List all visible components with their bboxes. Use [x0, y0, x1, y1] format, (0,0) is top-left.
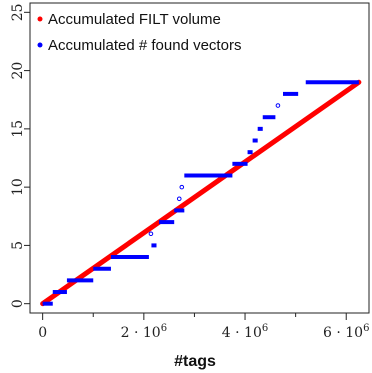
x-tick-label-3: 6 · 106: [323, 323, 369, 341]
axis-layer: 0 5 10 15 20 25 0 2 · 106 4 · 106 6 · 106: [10, 3, 369, 341]
legend-marker-found-vectors: [37, 42, 43, 48]
y-tick-label-5: 25: [10, 3, 26, 21]
y-tick-label-0: 0: [10, 299, 26, 308]
series-layer: [40, 79, 362, 307]
y-tick-label-1: 5: [10, 241, 26, 250]
x-axis-label: #tags: [174, 353, 216, 370]
found-vectors-point-2: [179, 184, 185, 190]
legend: Accumulated FILT volume Accumulated # fo…: [37, 11, 241, 54]
found-vectors-point-0: [148, 231, 154, 237]
x-tick-label-2: 4 · 106: [222, 323, 268, 341]
y-tick-label-3: 15: [10, 120, 26, 138]
y-tick-label-4: 20: [10, 62, 26, 80]
filt-volume-line: [40, 79, 362, 307]
plot-frame: [29, 2, 370, 314]
x-tick-label-0: 0: [38, 325, 47, 341]
x-tick-label-1: 2 · 106: [121, 323, 167, 341]
found-vectors-point-1: [176, 196, 182, 202]
legend-label-found-vectors: Accumulated # found vectors: [48, 37, 241, 54]
legend-label-filt-volume: Accumulated FILT volume: [48, 11, 221, 28]
legend-marker-filt-volume: [37, 16, 43, 22]
y-tick-label-2: 10: [10, 178, 26, 196]
found-vectors-point-3: [275, 103, 281, 108]
